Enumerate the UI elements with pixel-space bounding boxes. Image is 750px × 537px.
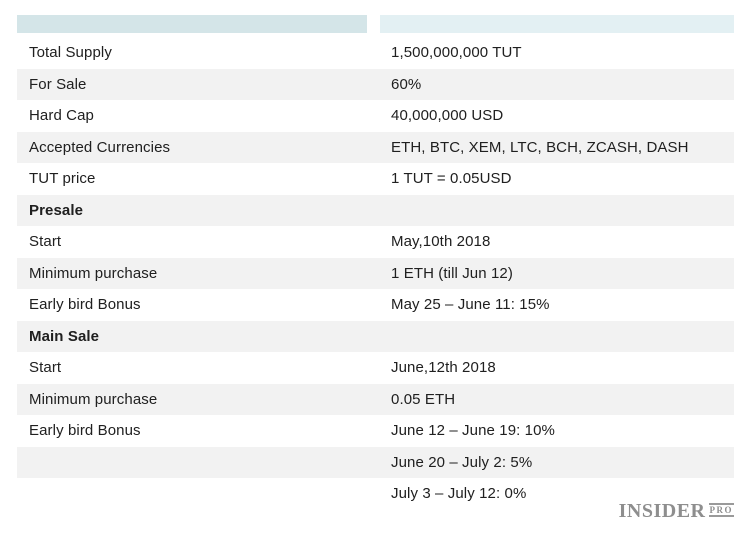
table-row: Main Sale <box>17 320 734 352</box>
row-label: Main Sale <box>29 327 100 345</box>
row-value: 1 TUT = 0.05USD <box>391 170 512 188</box>
row-label: Hard Cap <box>29 107 94 125</box>
row-label: Presale <box>29 201 84 219</box>
table-row: TUT price 1 TUT = 0.05USD <box>17 163 734 195</box>
table-row: Presale <box>17 194 734 226</box>
table-row: Minimum purchase 0.05 ETH <box>17 383 734 415</box>
header-cell-value <box>380 15 734 33</box>
row-value: June 12 – June 19: 10% <box>391 422 555 440</box>
table-row: Minimum purchase 1 ETH (till Jun 12) <box>17 257 734 289</box>
row-label: For Sale <box>29 75 87 93</box>
table-row: Early bird Bonus June 12 – June 19: 10% <box>17 415 734 447</box>
row-label: Early bird Bonus <box>29 422 141 440</box>
row-value: 0.05 ETH <box>391 390 456 408</box>
table-row: Early bird Bonus May 25 – June 11: 15% <box>17 289 734 321</box>
row-label: Early bird Bonus <box>29 296 141 314</box>
row-value: May 25 – June 11: 15% <box>391 296 550 314</box>
logo-insider-text: INSIDER <box>618 500 706 522</box>
row-value: 40,000,000 USD <box>391 107 504 125</box>
row-value: June 20 – July 2: 5% <box>391 453 533 471</box>
row-value: July 3 – July 12: 0% <box>391 485 527 503</box>
row-value: ETH, BTC, XEM, LTC, BCH, ZCASH, DASH <box>391 138 689 156</box>
insiderpro-logo: INSIDER PRO <box>619 500 734 523</box>
table-row: Accepted Currencies ETH, BTC, XEM, LTC, … <box>17 131 734 163</box>
row-label: Total Supply <box>29 44 112 62</box>
table-row: July 3 – July 12: 0% <box>17 478 734 510</box>
table-row: Start May,10th 2018 <box>17 226 734 258</box>
logo-pro-text: PRO <box>708 503 734 517</box>
row-label: Accepted Currencies <box>29 138 171 156</box>
table-row: For Sale 60% <box>17 68 734 100</box>
row-label: Start <box>29 233 62 251</box>
table-body: Total Supply 1,500,000,000 TUT For Sale … <box>17 37 734 510</box>
row-value: 1 ETH (till Jun 12) <box>391 264 513 282</box>
table-row: Hard Cap 40,000,000 USD <box>17 100 734 132</box>
row-label: Minimum purchase <box>29 264 158 282</box>
row-value: 1,500,000,000 TUT <box>391 44 522 62</box>
ico-details-table: Total Supply 1,500,000,000 TUT For Sale … <box>17 15 734 510</box>
row-label: TUT price <box>29 170 96 188</box>
header-cell-parameter <box>17 15 367 33</box>
table-header <box>17 15 734 33</box>
table-row: Total Supply 1,500,000,000 TUT <box>17 37 734 69</box>
row-value: 60% <box>391 75 422 93</box>
table-row: Start June,12th 2018 <box>17 352 734 384</box>
row-label: Start <box>29 359 62 377</box>
row-label: Minimum purchase <box>29 390 158 408</box>
row-value: June,12th 2018 <box>391 359 496 377</box>
table-row: June 20 – July 2: 5% <box>17 446 734 478</box>
row-value: May,10th 2018 <box>391 233 491 251</box>
